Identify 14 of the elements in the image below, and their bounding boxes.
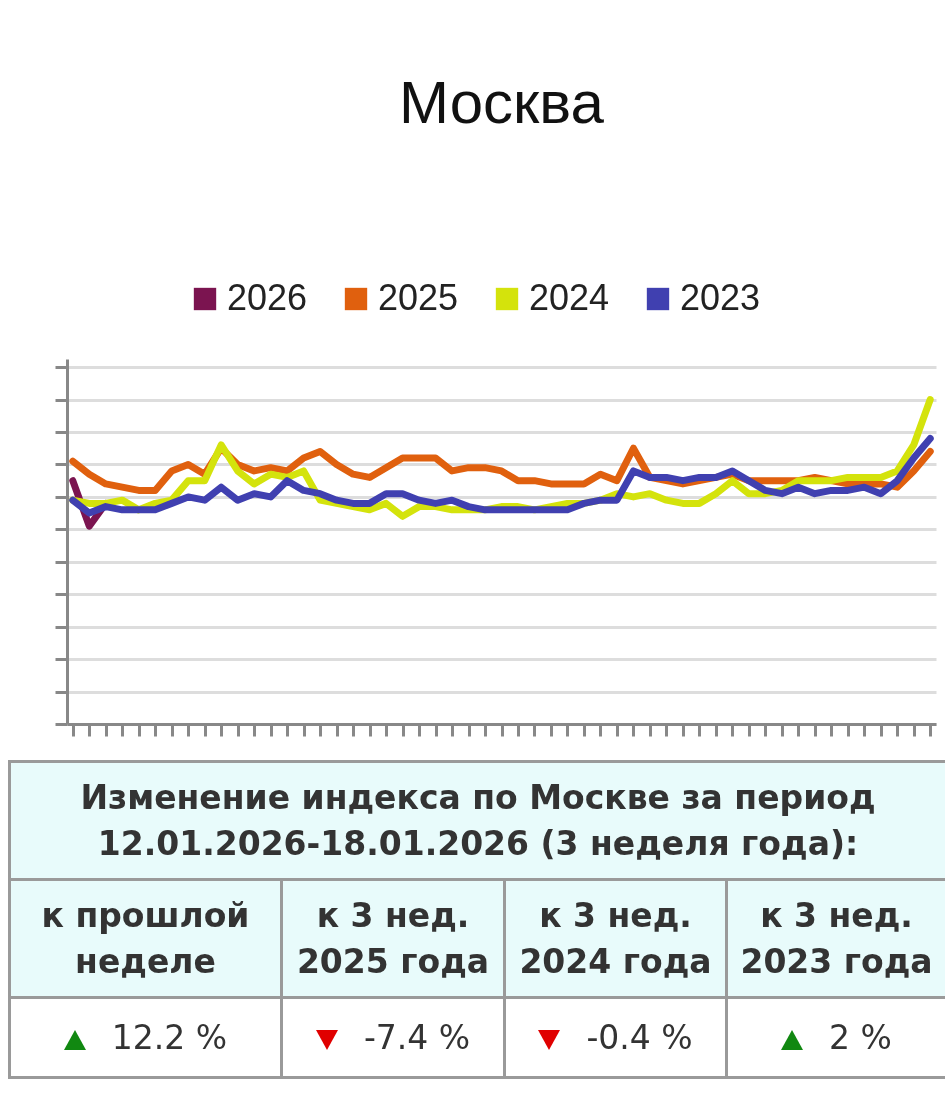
text: к 3 нед. 2024 года: [504, 879, 727, 998]
legend-label: 2026: [227, 277, 308, 318]
text: к 3 нед. 2023 года: [726, 879, 945, 998]
legend-label: 2025: [378, 277, 459, 318]
legend-label: 2023: [680, 277, 761, 318]
chart-title: Москва: [399, 69, 605, 136]
text: -0.4 %: [586, 1018, 693, 1057]
text: к прошлой неделе: [9, 879, 282, 998]
legend-label: 2024: [529, 277, 610, 318]
text: к 3 нед. 2025 года: [281, 879, 505, 998]
text: Изменение индекса по Москве за период 12.01.2026-18.01.2026 (3 неделя года):: [9, 761, 945, 880]
text: 2 %: [829, 1018, 892, 1057]
text: 12.2 %: [111, 1018, 228, 1057]
text: -7.4 %: [363, 1018, 471, 1057]
